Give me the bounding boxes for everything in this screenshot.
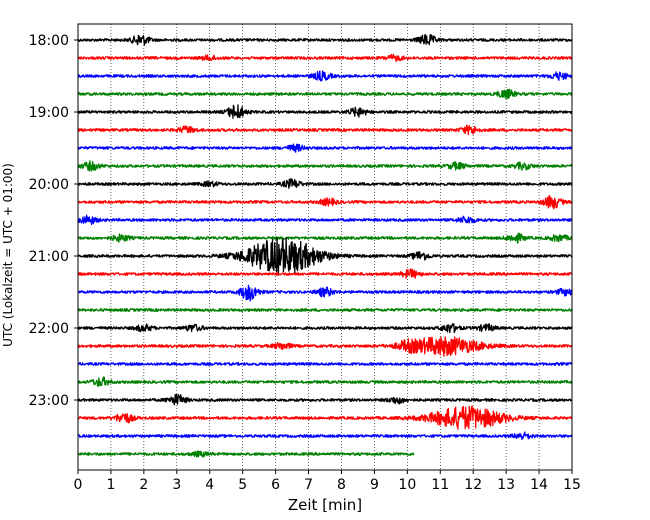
y-tick-label: 19:00 <box>29 105 69 121</box>
trace-line <box>77 323 573 334</box>
traces <box>77 33 573 458</box>
grid <box>110 24 540 470</box>
trace-line <box>77 268 573 279</box>
trace-line <box>77 393 573 406</box>
x-tick-label: 8 <box>337 477 346 493</box>
x-tick-label: 5 <box>238 477 247 493</box>
trace-line <box>77 160 573 172</box>
trace-line <box>77 376 573 387</box>
x-tick-label: 7 <box>304 477 313 493</box>
trace-line <box>77 308 573 312</box>
plot-frame <box>77 23 573 471</box>
x-tick-label: 6 <box>271 477 280 493</box>
trace-line <box>77 33 573 46</box>
x-tick-label: 15 <box>563 477 581 493</box>
trace-line <box>77 178 573 189</box>
trace-line <box>77 236 573 276</box>
y-axis: 18:00 19:00 20:00 21:00 22:00 23:00 <box>29 33 78 409</box>
trace-line <box>77 70 573 82</box>
y-tick-label: 21:00 <box>29 249 69 265</box>
x-tick-label: 13 <box>497 477 515 493</box>
trace-line <box>77 431 573 441</box>
trace-line <box>77 362 573 366</box>
trace-line <box>77 104 573 119</box>
x-tick-label: 0 <box>74 477 83 493</box>
trace-line <box>77 194 573 210</box>
trace-line <box>77 336 573 357</box>
x-tick-label: 4 <box>205 477 214 493</box>
trace-line <box>77 232 573 244</box>
y-tick-label: 20:00 <box>29 177 69 193</box>
trace-line <box>77 124 573 136</box>
x-tick-label: 12 <box>464 477 482 493</box>
y-tick-label: 18:00 <box>29 33 69 49</box>
x-axis: 0 1 2 3 4 5 6 7 8 9 10 11 12 13 14 15 <box>74 470 581 493</box>
trace-line <box>77 88 573 100</box>
x-tick-label: 3 <box>172 477 181 493</box>
y-axis-label: UTC (Lokalzeit = UTC + 01:00) <box>1 163 15 347</box>
x-tick-label: 9 <box>370 477 379 493</box>
trace-line <box>77 450 415 458</box>
x-tick-label: 11 <box>431 477 449 493</box>
trace-line <box>77 143 573 153</box>
y-tick-label: 23:00 <box>29 393 69 409</box>
trace-line <box>77 214 573 226</box>
trace-line <box>77 405 573 430</box>
x-tick-label: 1 <box>106 477 115 493</box>
trace-line <box>77 284 573 302</box>
x-axis-label: Zeit [min] <box>288 496 362 514</box>
x-tick-label: 10 <box>398 477 416 493</box>
y-tick-label: 22:00 <box>29 321 69 337</box>
x-tick-label: 2 <box>139 477 148 493</box>
trace-line <box>77 53 573 62</box>
x-tick-label: 14 <box>530 477 548 493</box>
